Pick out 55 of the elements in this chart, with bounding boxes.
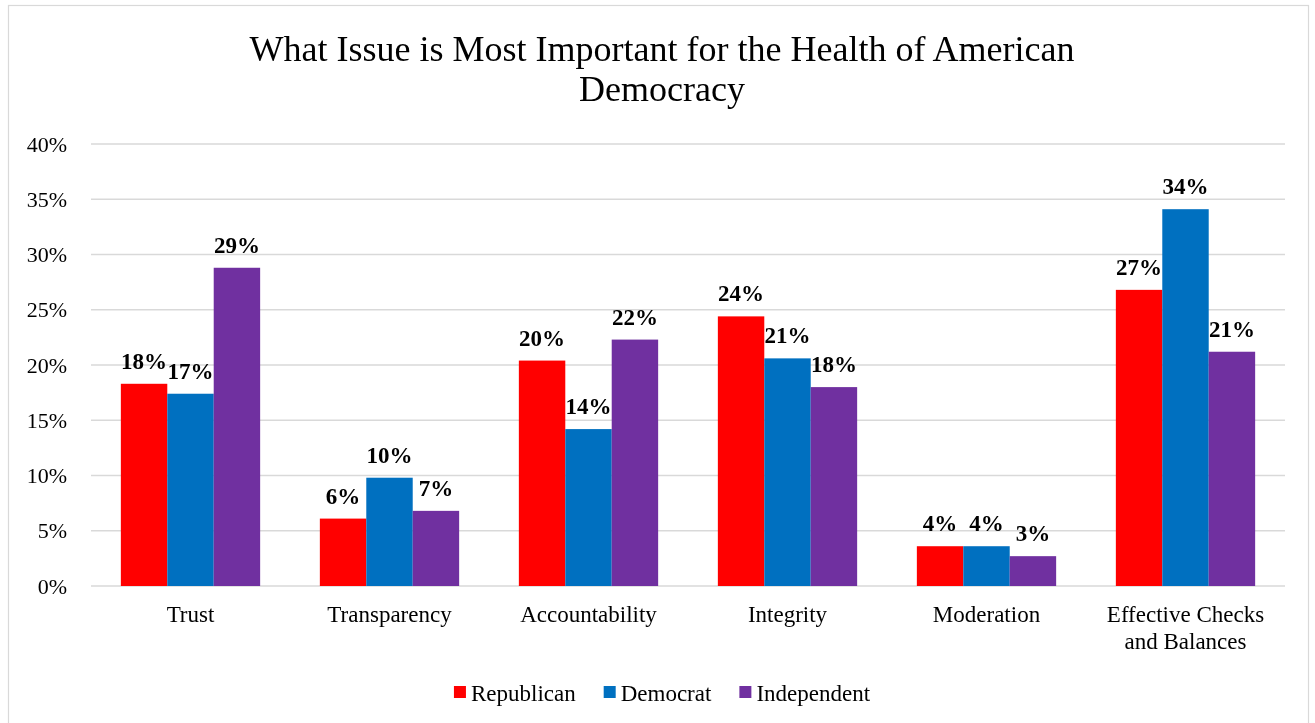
bar — [1009, 556, 1057, 586]
legend-label: Democrat — [620, 681, 712, 706]
bar — [565, 429, 612, 586]
data-label: 14% — [565, 394, 612, 420]
data-label: 7% — [418, 475, 454, 501]
bar — [810, 387, 858, 586]
x-tick-label: Accountability — [520, 602, 658, 627]
legend-label: Republican — [470, 681, 577, 706]
chart-title: What Issue is Most Important for the Health of American Democracy — [249, 29, 1075, 109]
y-tick-label: 40% — [26, 131, 67, 157]
bar — [916, 546, 964, 586]
bar — [412, 510, 460, 586]
x-tick-label: Transparency — [327, 602, 453, 627]
y-tick-label: 5% — [37, 518, 67, 544]
data-label: 6% — [325, 483, 361, 509]
bar — [1115, 289, 1163, 586]
data-label: 18% — [121, 348, 168, 374]
data-label: 21% — [764, 323, 811, 349]
data-label: 34% — [1162, 174, 1209, 200]
bar — [963, 546, 1010, 586]
data-label: 21% — [1208, 316, 1255, 342]
y-tick-label: 35% — [26, 186, 67, 212]
x-tick-label: Integrity — [747, 602, 828, 627]
y-tick-label: 25% — [26, 297, 67, 323]
x-tick-label: Moderation — [932, 602, 1041, 627]
data-label: 22% — [611, 304, 658, 330]
data-label: 3% — [1015, 521, 1051, 547]
data-label: 17% — [167, 358, 214, 384]
bar — [120, 383, 168, 586]
bar — [213, 267, 261, 586]
data-label: 24% — [718, 281, 765, 307]
bar — [319, 518, 367, 586]
bar — [1208, 351, 1256, 586]
y-tick-label: 15% — [26, 407, 67, 433]
legend-label: Independent — [756, 681, 871, 706]
data-label: 4% — [969, 511, 1004, 537]
bar — [1162, 209, 1209, 586]
x-tick-label: Effective Checks and Balances — [1106, 602, 1265, 654]
x-tick-label: Trust — [166, 602, 215, 627]
data-label: 20% — [519, 325, 566, 351]
data-label: 4% — [922, 511, 958, 537]
y-tick-label: 0% — [37, 573, 67, 599]
y-tick-label: 10% — [26, 463, 67, 489]
data-label: 29% — [213, 232, 260, 258]
y-tick-label: 30% — [26, 242, 67, 268]
y-tick-label: 20% — [26, 352, 67, 378]
data-label: 10% — [366, 442, 413, 468]
data-label: 18% — [810, 352, 857, 378]
bar — [167, 393, 214, 586]
bar — [611, 339, 659, 586]
bar — [764, 358, 811, 586]
bar — [366, 477, 413, 586]
bar — [518, 360, 566, 586]
bar — [717, 316, 765, 586]
data-label: 27% — [1116, 254, 1163, 280]
